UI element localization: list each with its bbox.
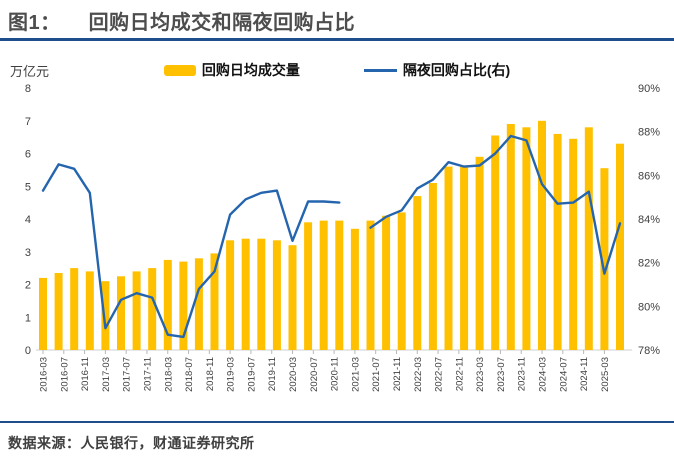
volume-bar: [148, 268, 157, 350]
overnight-repo-share-line: [41, 134, 622, 339]
x-tick-label: 2024-03: [538, 357, 549, 392]
volume-bar: [163, 259, 172, 350]
x-tick-label: 2021-11: [392, 357, 403, 391]
volume-bar: [491, 135, 500, 350]
volume-bar: [54, 273, 63, 350]
right-axis-tick-label: 90%: [638, 83, 660, 95]
x-tick-label: 2018-07: [184, 357, 195, 392]
volume-bar: [397, 212, 406, 350]
legend: 回购日均成交量 隔夜回购占比(右): [0, 60, 674, 80]
volume-bar: [117, 276, 125, 350]
volume-bar: [460, 166, 469, 350]
x-tick-label: 2023-11: [517, 357, 528, 391]
right-axis-tick-label: 88%: [638, 127, 660, 139]
x-tick-label: 2020-07: [309, 357, 320, 392]
x-tick-label: 2021-07: [371, 357, 382, 392]
legend-item-line: 隔夜回购占比(右): [363, 60, 511, 80]
volume-bar: [553, 133, 562, 350]
left-axis-tick-label: 8: [25, 83, 31, 95]
x-tick-label: 2019-07: [246, 357, 257, 392]
volume-bar: [616, 143, 624, 350]
volume-bar: [304, 222, 313, 350]
volume-bar: [272, 240, 281, 350]
x-tick-label: 2018-03: [163, 357, 174, 392]
x-tick-label: 2022-03: [413, 357, 424, 392]
volume-bar: [257, 238, 266, 350]
volume-bar: [226, 240, 235, 350]
right-axis-tick-label: 86%: [638, 170, 660, 182]
volume-bar: [288, 245, 297, 350]
volume-bar: [506, 124, 515, 350]
line-series-swatch: [363, 68, 397, 72]
x-tick-label: 2017-07: [122, 357, 133, 392]
x-tick-label: 2022-07: [434, 357, 445, 392]
volume-bar: [584, 127, 593, 350]
x-tick-label: 2019-11: [267, 357, 278, 391]
source-text: 数据来源：人民银行，财通证券研究所: [8, 435, 255, 451]
x-tick-label: 2022-11: [454, 357, 465, 391]
x-tick-label: 2016-11: [80, 357, 91, 391]
x-tick-label: 2020-03: [288, 357, 299, 392]
figure-header: 图1： 回购日均成交和隔夜回购占比: [8, 6, 355, 35]
right-axis-tick-label: 84%: [638, 214, 660, 226]
bottom-rule: [0, 421, 674, 423]
line-series-label: 隔夜回购占比(右): [402, 62, 511, 78]
x-tick-label: 2016-07: [59, 357, 70, 392]
figure-number: 图1：: [8, 12, 61, 34]
left-axis-tick-label: 1: [25, 312, 31, 324]
volume-bar: [444, 166, 453, 350]
volume-bar: [538, 120, 546, 351]
x-tick-label: 2017-03: [101, 357, 112, 392]
x-tick-label: 2024-11: [579, 357, 590, 391]
x-tick-label: 2018-11: [205, 357, 216, 391]
volume-bar: [600, 168, 609, 350]
bar-series-label: 回购日均成交量: [201, 62, 300, 78]
volume-bar: [366, 220, 375, 350]
volume-bar: [39, 277, 47, 350]
left-axis-unit-label: 万亿元: [10, 64, 50, 79]
x-tick-label: 2021-03: [350, 357, 361, 392]
x-tick-label: 2016-03: [39, 357, 50, 392]
volume-bar: [101, 281, 110, 350]
x-tick-label: 2024-07: [558, 357, 569, 392]
volume-bar: [210, 253, 219, 350]
x-tick-label: 2019-03: [226, 357, 237, 392]
volume-bar: [522, 127, 531, 350]
x-tick-label: 2025-03: [600, 357, 611, 392]
left-axis-tick-label: 2: [25, 280, 31, 292]
right-axis-tick-label: 78%: [638, 345, 660, 357]
x-tick-label: 2023-07: [496, 357, 507, 392]
volume-bar: [194, 258, 203, 350]
bar-series-swatch: [163, 64, 196, 76]
left-axis-tick-label: 3: [25, 247, 31, 259]
volume-bar: [413, 196, 422, 350]
volume-bar: [70, 268, 79, 350]
volume-bar: [179, 261, 188, 350]
top-rule: [0, 38, 674, 41]
volume-bar: [132, 271, 141, 350]
left-axis-tick-label: 7: [25, 116, 31, 128]
left-axis-tick-label: 0: [25, 345, 31, 357]
x-tick-label: 2023-03: [475, 357, 486, 392]
left-axis-tick-label: 4: [25, 214, 31, 226]
volume-bar: [428, 183, 437, 350]
volume-bar: [475, 156, 484, 350]
x-tick-label: 2017-11: [142, 357, 153, 391]
volume-bar: [319, 220, 328, 350]
volume-bar: [382, 215, 391, 350]
right-axis-tick-label: 80%: [638, 301, 660, 313]
volume-bar: [350, 228, 359, 350]
left-axis-tick-label: 6: [25, 149, 31, 161]
legend-item-bars: 回购日均成交量: [163, 60, 300, 80]
x-tick-label: 2020-11: [330, 357, 341, 391]
left-axis-tick-label: 5: [25, 181, 31, 193]
figure-title: 回购日均成交和隔夜回购占比: [88, 12, 356, 34]
volume-bar: [85, 271, 94, 350]
volume-bar: [569, 138, 578, 350]
volume-bar: [335, 220, 344, 350]
right-axis-tick-label: 82%: [638, 258, 660, 270]
volume-bar: [241, 238, 250, 350]
